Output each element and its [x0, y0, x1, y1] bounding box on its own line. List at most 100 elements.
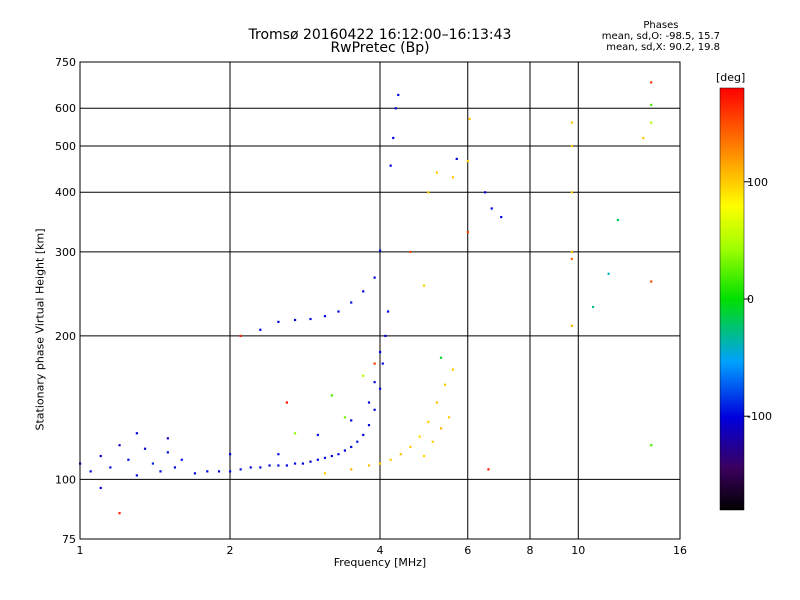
data-point — [447, 416, 451, 419]
data-point — [309, 317, 312, 321]
phase-stats-o: mean, sd,O: -98.5, 15.7 — [601, 31, 720, 42]
data-point — [277, 453, 280, 456]
data-point — [399, 453, 402, 456]
data-point — [443, 383, 447, 386]
data-point — [330, 394, 333, 397]
data-point — [409, 445, 412, 449]
colorbar — [719, 87, 745, 511]
data-point — [316, 433, 319, 437]
data-point — [277, 464, 280, 467]
x-tick-labels: 1 2 4 6 8 10 16 — [77, 544, 688, 557]
data-point — [466, 231, 469, 234]
data-point — [373, 408, 376, 411]
data-point — [337, 453, 340, 456]
data-point — [301, 462, 305, 465]
data-point — [379, 350, 382, 354]
data-point — [293, 432, 297, 435]
data-point — [330, 454, 333, 458]
grid-lines — [80, 62, 680, 539]
data-point — [466, 160, 469, 163]
data-point — [166, 437, 169, 440]
data-point — [607, 272, 610, 275]
data-point — [151, 462, 155, 465]
data-point — [343, 416, 347, 419]
colorbar-ticks: 100 0 -100 — [744, 176, 772, 423]
data-point — [362, 433, 365, 437]
data-point — [309, 460, 312, 463]
x-tick-label: 2 — [227, 544, 234, 557]
data-point — [570, 121, 573, 124]
x-tick-label: 16 — [673, 544, 687, 557]
data-point — [487, 468, 490, 471]
y-tick-label: 750 — [55, 56, 76, 69]
data-point — [591, 305, 595, 309]
x-tick-label: 10 — [571, 544, 585, 557]
x-tick-label: 1 — [77, 544, 84, 557]
y-tick-label: 300 — [55, 246, 76, 259]
data-point — [206, 470, 209, 473]
x-tick-label: 8 — [527, 544, 534, 557]
y-axis-label: Stationary phase Virtual Height [km] — [33, 228, 47, 431]
data-point — [422, 284, 426, 287]
data-point — [362, 374, 365, 377]
plot-frame — [79, 61, 681, 540]
data-point — [166, 451, 169, 454]
data-point — [427, 191, 430, 194]
data-point — [650, 280, 653, 283]
data-point — [143, 447, 147, 450]
data-point — [650, 103, 653, 107]
y-tick-label: 100 — [55, 473, 76, 486]
data-point — [127, 458, 130, 461]
data-point — [616, 218, 619, 222]
data-point — [397, 93, 400, 97]
data-point — [239, 334, 242, 338]
data-point — [650, 121, 653, 124]
data-point — [89, 470, 92, 473]
data-point — [350, 301, 353, 304]
colorbar-tick-label: -100 — [747, 410, 772, 423]
data-point — [323, 472, 327, 475]
data-point — [373, 276, 376, 279]
data-point — [268, 464, 271, 467]
data-point — [570, 191, 573, 194]
colorbar-tick-label: 100 — [747, 176, 768, 189]
data-point — [350, 445, 353, 449]
data-point — [356, 440, 359, 443]
phase-stats-x: mean, sd,X: 90.2, 19.8 — [606, 42, 720, 53]
data-point — [570, 324, 573, 327]
data-point — [394, 107, 397, 110]
chart-title: Tromsø 20160422 16:12:00–16:13:43 — [248, 27, 512, 43]
data-point — [343, 449, 347, 452]
data-point — [451, 368, 455, 371]
data-point — [642, 136, 645, 140]
phase-stats-heading: Phases — [643, 20, 679, 31]
y-tick-label: 200 — [55, 330, 76, 343]
data-point — [285, 401, 288, 404]
data-point — [367, 424, 371, 427]
data-point — [229, 453, 232, 456]
data-point — [389, 458, 392, 461]
data-point — [490, 207, 493, 210]
data-point — [650, 444, 653, 447]
data-point — [135, 474, 138, 477]
data-point — [427, 420, 430, 424]
data-point — [422, 454, 426, 458]
data-point — [468, 117, 471, 121]
data-point — [373, 381, 376, 384]
x-tick-label: 6 — [464, 544, 471, 557]
data-point — [350, 468, 353, 471]
data-point — [173, 466, 177, 469]
data-point — [285, 464, 288, 467]
data-point — [118, 512, 121, 515]
chart-subtitle: RwPretec (Bp) — [330, 40, 430, 56]
data-point — [99, 486, 102, 490]
data-point — [350, 419, 353, 422]
data-point — [455, 157, 458, 161]
data-point — [259, 466, 262, 469]
data-point — [293, 462, 297, 465]
x-tick-label: 4 — [377, 544, 384, 557]
data-point — [451, 176, 455, 179]
data-point — [337, 310, 340, 313]
data-point — [570, 250, 573, 254]
